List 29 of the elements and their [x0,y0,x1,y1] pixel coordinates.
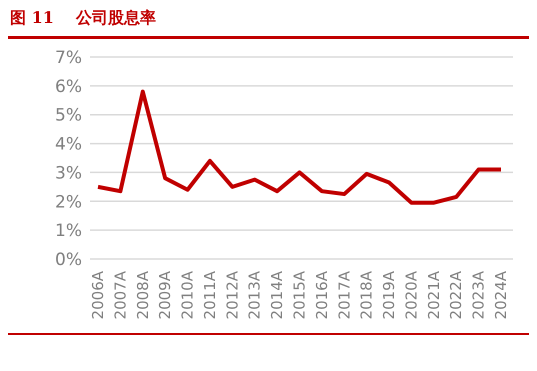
x-tick-label: 2016A [312,270,331,320]
x-tick-label: 2024A [492,270,510,320]
y-tick-label: 2% [55,192,82,212]
x-tick-label: 2014A [268,270,286,320]
chart-title: 图 11 公司股息率 [9,8,158,29]
x-tick-label: 2010A [178,270,197,320]
line-series [96,90,503,205]
x-tick-label: 2018A [358,270,376,320]
y-tick-label: 5% [55,106,82,126]
x-tick-label: 2023A [470,270,488,320]
x-tick-label: 2009A [156,270,174,320]
x-tick-label: 2007A [111,270,130,320]
x-tick-label: 2021A [424,270,443,320]
y-tick-label: 1% [55,221,82,242]
y-tick-label: 7% [55,48,82,68]
y-tick-label: 0% [55,250,82,270]
x-tick-label: 2006A [89,270,107,320]
y-tick-label: 3% [55,163,82,184]
x-tick-label: 2011A [200,270,219,320]
x-tick-label: 2015A [290,270,308,320]
x-tick-label: 2022A [447,270,466,320]
x-tick-label: 2020A [402,270,420,320]
y-tick-label: 4% [55,134,82,155]
x-tick-label: 2017A [335,270,354,320]
x-tick-label: 2013A [246,270,264,320]
x-tick-label: 2019A [380,270,398,320]
x-tick-label: 2012A [223,270,242,320]
y-tick-label: 6% [55,76,82,97]
x-tick-label: 2008A [134,270,152,320]
